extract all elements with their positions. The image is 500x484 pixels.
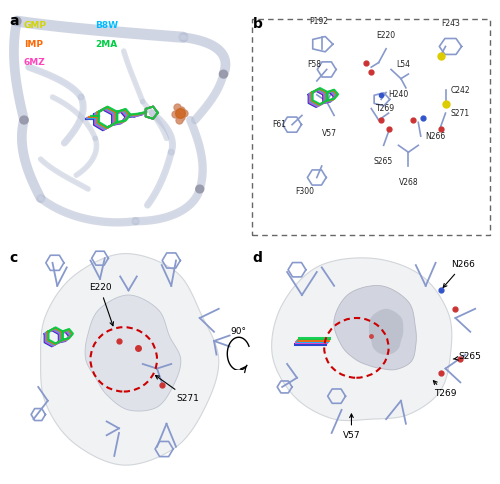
Text: 90°: 90°	[231, 328, 247, 336]
Text: S271: S271	[156, 376, 199, 403]
Text: V57: V57	[322, 129, 336, 138]
Text: E220: E220	[376, 30, 396, 40]
Text: a: a	[10, 14, 19, 28]
Text: T269: T269	[376, 104, 396, 113]
Text: S265: S265	[374, 157, 393, 166]
Polygon shape	[272, 258, 452, 421]
Circle shape	[219, 69, 228, 79]
Text: P192: P192	[310, 17, 328, 26]
Text: F58: F58	[307, 60, 321, 69]
Text: 2MA: 2MA	[95, 40, 118, 48]
Circle shape	[19, 115, 29, 124]
Text: 6MZ: 6MZ	[24, 58, 46, 67]
Polygon shape	[85, 295, 181, 411]
Text: B8W: B8W	[95, 21, 118, 30]
Text: b: b	[252, 16, 262, 30]
Text: F61: F61	[272, 120, 286, 129]
Text: T269: T269	[434, 381, 457, 398]
Polygon shape	[40, 254, 219, 465]
Polygon shape	[334, 286, 416, 370]
Text: S265: S265	[454, 352, 481, 362]
Text: S271: S271	[450, 108, 469, 118]
Text: H240: H240	[388, 90, 409, 99]
Text: F300: F300	[295, 187, 314, 196]
Text: E220: E220	[88, 284, 114, 326]
Circle shape	[195, 184, 204, 194]
Text: d: d	[252, 251, 262, 265]
Text: IMP: IMP	[24, 40, 43, 48]
Text: F243: F243	[441, 19, 460, 28]
Text: c: c	[10, 251, 18, 265]
Text: N266: N266	[443, 260, 475, 287]
Polygon shape	[369, 309, 404, 355]
Text: L54: L54	[396, 60, 410, 69]
Text: C242: C242	[450, 86, 470, 95]
Circle shape	[12, 16, 22, 26]
Text: GMP: GMP	[24, 21, 47, 30]
Text: V57: V57	[342, 414, 360, 439]
Text: V268: V268	[398, 178, 418, 186]
Text: N266: N266	[426, 132, 446, 141]
